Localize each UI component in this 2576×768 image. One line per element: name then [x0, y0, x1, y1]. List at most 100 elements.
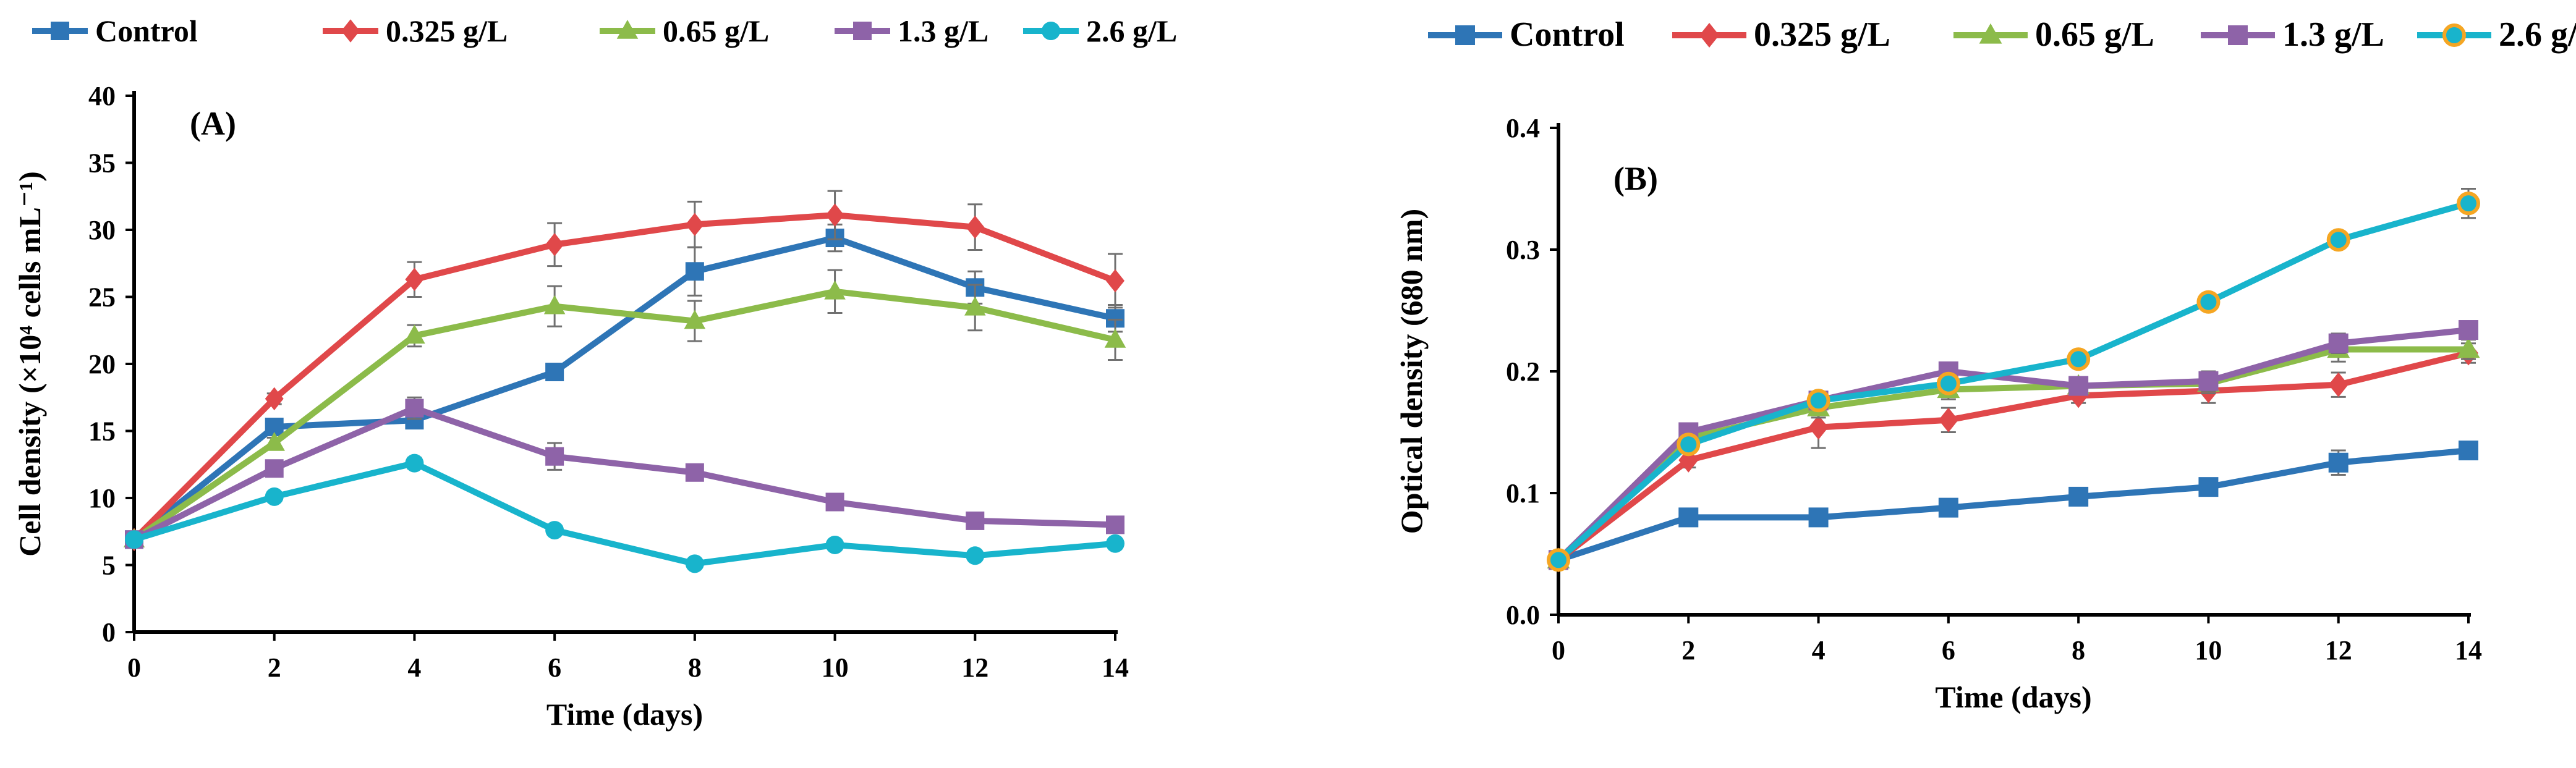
b-legend-item-0-65-g-l: 0.65 g/L: [1953, 15, 2154, 54]
b-y-tick-label: 0.3: [1506, 235, 1540, 265]
b-series-line-1-3-g-l: [1555, 327, 2472, 563]
b-data-point-control: [2459, 441, 2478, 461]
b-data-point-1-3-g-l: [2328, 333, 2349, 353]
b-data-point-2-6-g-l: [1547, 548, 1570, 572]
b-data-point-2-6-g-l: [1936, 371, 1960, 395]
b-legend-label: 1.3 g/L: [2282, 15, 2384, 54]
a-data-point-0-325-g-l: [1106, 269, 1124, 293]
a-x-axis-title: Time (days): [546, 697, 703, 732]
a-data-point-0-65-g-l: [1104, 328, 1126, 348]
a-x-tick-label: 10: [822, 652, 849, 683]
a-x-tick-label: 6: [548, 652, 561, 683]
b-data-point-2-6-g-l: [2457, 192, 2480, 216]
a-data-point-0-65-g-l: [263, 432, 285, 451]
b-data-point-control: [1938, 497, 1958, 518]
a-x-tick-label: 8: [688, 652, 702, 683]
a-series-line-1-3-g-l: [131, 405, 1118, 543]
a-x-tick-label: 4: [407, 652, 421, 683]
b-data-point-control: [1678, 507, 1699, 528]
a-data-point-0-65-g-l: [824, 280, 846, 300]
a-data-point-0-65-g-l: [964, 296, 986, 316]
b-x-tick-label: 4: [1812, 635, 1826, 665]
a-legend: Control 0.325 g/L 0.65 g/L 1.3 g/L 2.6 g/L: [32, 14, 1177, 48]
a-data-point-0-325-g-l: [966, 215, 985, 239]
a-data-point-0-325-g-l: [685, 213, 704, 237]
a-data-point-2-6-g-l: [405, 454, 424, 473]
a-legend-label: 1.3 g/L: [898, 14, 988, 48]
a-data-point-0-325-g-l: [545, 233, 564, 256]
b-x-axis-title: Time (days): [1935, 680, 2091, 714]
b-legend-label: 0.65 g/L: [2035, 15, 2154, 54]
a-legend-marker: [341, 19, 360, 43]
b-legend-marker: [2442, 23, 2466, 47]
a-data-point-2-6-g-l: [966, 546, 985, 565]
b-x-tick-label: 6: [1942, 635, 1955, 665]
b-legend-marker: [1699, 23, 1719, 48]
a-y-tick-label: 25: [88, 282, 116, 313]
b-series-line-control: [1555, 447, 2472, 563]
a-legend-marker: [1042, 22, 1060, 40]
b-legend-label: 2.6 g/L: [2499, 15, 2576, 54]
b-data-point-1-3-g-l: [2459, 320, 2478, 340]
a-x-tick-label: 14: [1102, 652, 1129, 683]
b-data-point-2-6-g-l: [2196, 290, 2221, 314]
a-data-point-0-325-g-l: [825, 203, 844, 227]
a-data-point-0-65-g-l: [684, 310, 706, 329]
a-series-line-0-325-g-l: [131, 212, 1118, 543]
b-data-point-control: [2198, 477, 2219, 497]
a-legend-label: 2.6 g/L: [1086, 14, 1177, 48]
panel-b-chart: 0.0 0.1 0.2 0.3 0.4 0 2 4 6 8 10 12 14 Time (days) Opt…: [1394, 15, 2576, 714]
b-data-point-control: [2328, 452, 2349, 473]
b-legend-label: 0.325 g/L: [1754, 15, 1890, 54]
b-panel-label: (B): [1613, 160, 1658, 197]
a-y-tick-label: 35: [88, 148, 116, 179]
a-legend-label: Control: [95, 14, 198, 48]
b-data-point-0-65-g-l: [2457, 337, 2480, 358]
b-series-line-0-65-g-l: [1555, 346, 2472, 563]
b-y-tick-label: 0.4: [1506, 113, 1540, 143]
a-data-point-1-3-g-l: [265, 459, 284, 478]
a-data-point-2-6-g-l: [265, 487, 284, 506]
a-y-tick-label: 20: [88, 349, 116, 379]
a-legend-marker: [616, 20, 639, 39]
b-data-point-control: [1808, 507, 1829, 528]
a-data-point-0-65-g-l: [404, 324, 425, 344]
a-data-point-1-3-g-l: [966, 511, 985, 530]
b-legend-item-control: Control: [1428, 15, 1625, 54]
b-legend-marker: [1979, 23, 2002, 44]
a-y-axis-title: Cell density (×10⁴ cells mL⁻¹): [12, 171, 47, 557]
a-legend-item-0-325-g-l: 0.325 g/L: [323, 14, 508, 48]
b-y-tick-label: 0.1: [1506, 478, 1540, 508]
b-data-point-0-325-g-l: [1808, 415, 1829, 440]
a-y-tick-label: 40: [88, 81, 116, 111]
a-data-point-2-6-g-l: [125, 530, 143, 549]
b-x-tick-label: 10: [2195, 635, 2222, 665]
b-legend-item-2-6-g-l: 2.6 g/L: [2417, 15, 2576, 54]
a-legend-item-1-3-g-l: 1.3 g/L: [835, 14, 988, 48]
b-data-point-2-6-g-l: [2067, 347, 2091, 371]
a-data-point-1-3-g-l: [1106, 515, 1124, 534]
a-legend-label: 0.325 g/L: [386, 14, 508, 48]
a-legend-item-2-6-g-l: 2.6 g/L: [1023, 14, 1177, 48]
b-data-point-0-325-g-l: [2328, 372, 2349, 397]
b-x-tick-label: 2: [1681, 635, 1695, 665]
b-y-tick-label: 0.2: [1506, 357, 1540, 387]
a-data-point-control: [685, 262, 704, 281]
b-data-point-2-6-g-l: [1806, 389, 1830, 413]
b-data-point-1-3-g-l: [2198, 371, 2219, 391]
a-panel-label: (A): [190, 105, 236, 142]
a-data-point-2-6-g-l: [545, 521, 564, 540]
b-legend-marker: [1455, 25, 1475, 45]
a-data-point-2-6-g-l: [685, 554, 704, 573]
b-x-tick-label: 8: [2072, 635, 2085, 665]
a-y-tick-label: 5: [102, 551, 116, 581]
b-x-tick-label: 14: [2455, 635, 2482, 665]
a-data-point-0-65-g-l: [543, 295, 566, 314]
a-data-point-control: [545, 363, 564, 382]
a-data-point-1-3-g-l: [685, 463, 704, 482]
a-y-tick-label: 30: [88, 215, 116, 245]
a-data-point-1-3-g-l: [545, 447, 564, 466]
a-x-tick-label: 12: [961, 652, 988, 683]
a-series-2-6-g-l: [125, 454, 1124, 573]
b-data-point-1-3-g-l: [2068, 376, 2089, 396]
